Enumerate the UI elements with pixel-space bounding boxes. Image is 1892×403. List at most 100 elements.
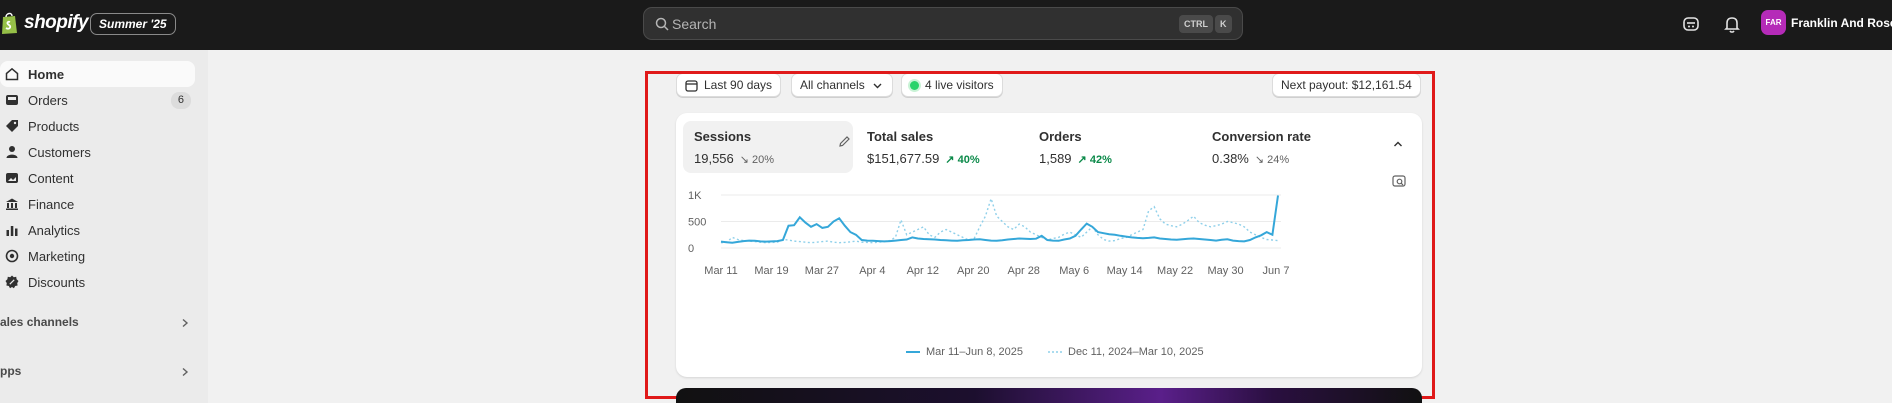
metric-value: $151,677.59 ↗ 40% — [867, 151, 980, 166]
edition-badge[interactable]: Summer '25 — [90, 13, 176, 35]
chevron-right-icon[interactable] — [180, 367, 190, 377]
sales-channels-heading[interactable]: ales channels — [0, 315, 79, 329]
metric-orders[interactable]: Orders 1,589 ↗ 42% — [1028, 121, 1198, 173]
apps-heading[interactable]: pps — [0, 364, 22, 378]
home-icon — [5, 67, 19, 81]
shortcut-k-key: K — [1215, 15, 1232, 33]
store-name[interactable]: Franklin And Rose — [1791, 16, 1892, 30]
next-payout-button[interactable]: Next payout: $12,161.54 — [1272, 73, 1421, 97]
channels-label: All channels — [800, 78, 865, 92]
x-tick-label: Apr 12 — [907, 265, 939, 277]
sidebar-item-label: Products — [28, 119, 80, 134]
previous-period-line — [720, 196, 1279, 244]
sidebar-item-label: Content — [28, 171, 74, 186]
sidebar-item-content[interactable]: Content — [0, 165, 195, 191]
current-period-line — [720, 195, 1279, 244]
zoom-chart-icon[interactable] — [1392, 175, 1406, 189]
legend-previous-period: Dec 11, 2024–Mar 10, 2025 — [1048, 346, 1204, 358]
calendar-icon — [685, 79, 698, 92]
x-tick-label: Mar 27 — [805, 265, 839, 277]
metric-label: Total sales — [867, 129, 934, 144]
solid-line-swatch-icon — [906, 351, 920, 353]
orders-count-badge: 6 — [170, 92, 191, 109]
x-tick-label: Apr 28 — [1008, 265, 1040, 277]
x-tick-label: Jun 7 — [1263, 265, 1290, 277]
image-icon — [6, 173, 18, 183]
metric-label: Sessions — [694, 129, 752, 144]
target-icon — [5, 249, 19, 263]
shopify-logo[interactable]: shopify — [0, 11, 89, 35]
sessions-line-chart: 1K 500 0 Mar 11 Mar 19 Mar 27 Apr 4 Apr 12 Apr … — [688, 190, 1290, 277]
sidebar-item-products[interactable]: Products — [0, 113, 195, 139]
sidebar-item-label: Marketing — [28, 249, 86, 264]
inbox-icon — [6, 95, 18, 105]
date-range-label: Last 90 days — [704, 78, 773, 92]
metrics-card: Sessions 19,556 ↘ 20% Total sales $151,67… — [676, 113, 1422, 377]
y-tick-label: 0 — [688, 243, 694, 255]
metric-sessions[interactable]: Sessions 19,556 ↘ 20% — [683, 121, 853, 173]
sidebar: Home Orders 6 Products Customers Content… — [0, 50, 208, 403]
x-tick-label: May 22 — [1157, 265, 1193, 277]
metric-value: 1,589 ↗ 42% — [1039, 151, 1112, 166]
x-tick-label: May 14 — [1107, 265, 1143, 277]
date-range-button[interactable]: Last 90 days — [676, 73, 782, 97]
shortcut-ctrl-key: CTRL — [1179, 15, 1213, 33]
sidebar-item-customers[interactable]: Customers — [0, 139, 195, 165]
search-input[interactable] — [672, 8, 1092, 39]
sidebar-item-discounts[interactable]: Discounts — [0, 269, 195, 295]
sidebar-item-marketing[interactable]: Marketing — [0, 243, 195, 269]
sidebar-item-label: Home — [28, 67, 65, 82]
sidebar-item-finance[interactable]: Finance — [0, 191, 195, 217]
promo-banner[interactable] — [676, 388, 1422, 403]
live-visitors-button[interactable]: 4 live visitors — [901, 73, 1003, 97]
trend-down-badge: ↘ 24% — [1254, 154, 1290, 166]
sidekick-icon[interactable] — [1681, 14, 1701, 34]
selection-highlight — [645, 71, 1435, 399]
sidebar-item-label: Analytics — [28, 223, 81, 238]
tag-icon — [6, 120, 18, 132]
bell-icon[interactable] — [1722, 14, 1742, 34]
sidebar-item-label: Finance — [28, 197, 75, 212]
bank-icon — [6, 198, 18, 210]
search-bar[interactable]: CTRL K — [643, 7, 1243, 40]
sidebar-item-analytics[interactable]: Analytics — [0, 217, 195, 243]
avatar[interactable]: FAR — [1761, 10, 1786, 35]
y-tick-label: 1K — [688, 190, 702, 202]
metric-value: 0.38% ↘ 24% — [1212, 151, 1290, 166]
x-tick-label: May 6 — [1059, 265, 1089, 277]
top-bar: shopify Summer '25 CTRL K FAR Franklin A… — [0, 0, 1892, 50]
metric-label: Orders — [1039, 129, 1082, 144]
legend-label: Dec 11, 2024–Mar 10, 2025 — [1068, 346, 1204, 358]
metric-conversion-rate[interactable]: Conversion rate 0.38% ↘ 24% — [1201, 121, 1371, 173]
pencil-icon[interactable] — [838, 135, 851, 148]
live-visitors-label: 4 live visitors — [925, 78, 994, 92]
person-icon — [6, 146, 18, 158]
x-tick-label: May 30 — [1208, 265, 1244, 277]
legend-current-period: Mar 11–Jun 8, 2025 — [906, 346, 1023, 358]
next-payout-label: Next payout: $12,161.54 — [1281, 78, 1412, 92]
sidebar-item-label: Orders — [28, 93, 68, 108]
sidebar-item-home[interactable]: Home — [0, 61, 195, 87]
x-tick-label: Apr 4 — [859, 265, 885, 277]
bar-chart-icon — [6, 226, 18, 236]
x-tick-label: Apr 20 — [957, 265, 989, 277]
trend-up-badge: ↗ 42% — [1077, 154, 1112, 166]
live-indicator-icon — [910, 80, 919, 90]
logo-text: shopify — [24, 12, 89, 33]
legend-label: Mar 11–Jun 8, 2025 — [926, 346, 1024, 358]
metric-label: Conversion rate — [1212, 129, 1311, 144]
discount-icon — [5, 275, 19, 289]
metric-value: 19,556 ↘ 20% — [694, 151, 775, 166]
sidebar-item-label: Discounts — [28, 275, 86, 290]
sidebar-item-orders[interactable]: Orders 6 — [0, 87, 195, 113]
chevron-down-icon — [873, 83, 882, 88]
trend-up-badge: ↗ 40% — [945, 154, 980, 166]
x-tick-label: Mar 11 — [704, 265, 737, 277]
metric-total-sales[interactable]: Total sales $151,677.59 ↗ 40% — [856, 121, 1026, 173]
sidebar-item-label: Customers — [28, 145, 91, 160]
y-tick-label: 500 — [688, 217, 706, 229]
x-tick-label: Mar 19 — [754, 265, 788, 277]
chevron-right-icon[interactable] — [180, 318, 190, 328]
chevron-up-icon[interactable] — [1392, 138, 1404, 150]
shopify-bag-icon — [2, 12, 17, 34]
